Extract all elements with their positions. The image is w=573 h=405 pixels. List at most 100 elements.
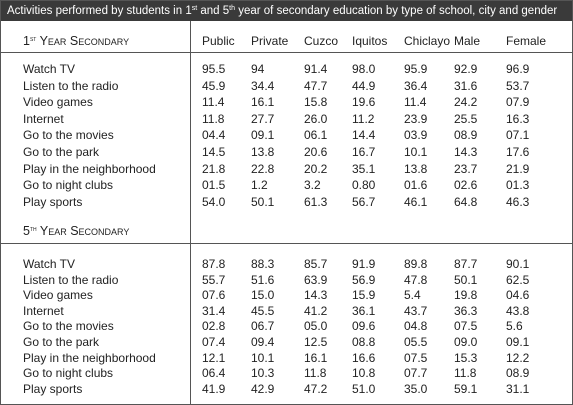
cell: 91.4 (304, 62, 328, 76)
cell: 42.9 (251, 381, 275, 396)
cell: 11.2 (352, 111, 375, 126)
cell: 46.1 (404, 194, 428, 209)
cell: 94 (251, 62, 265, 76)
cell: 47.2 (304, 381, 328, 396)
row-label: Internet (23, 303, 64, 318)
row-label: Watch TV (23, 257, 76, 271)
cell: 47.8 (404, 272, 428, 287)
cell: 11.8 (304, 366, 327, 381)
cell: 56.9 (352, 272, 376, 287)
row-label: Go to the park (23, 335, 100, 349)
cell: 56.7 (352, 194, 376, 209)
text: and 5 (197, 5, 230, 17)
cell: 43.7 (404, 303, 428, 318)
cell: 55.7 (202, 272, 226, 287)
cell: 02.6 (454, 178, 478, 193)
cell: 12.2 (506, 350, 530, 365)
text: Year Secondary (36, 34, 130, 48)
cell: 08.9 (506, 366, 530, 381)
cell: 10.1 (251, 350, 275, 365)
cell: 96.9 (506, 62, 530, 76)
row-label: Listen to the radio (23, 272, 119, 287)
cell: 07.1 (506, 128, 530, 143)
cell: 07.6 (202, 288, 226, 303)
cell: 23.9 (404, 111, 428, 126)
row-label: Internet (23, 111, 64, 126)
cell: 14.3 (454, 145, 478, 159)
cell: 24.2 (454, 95, 478, 110)
cell: 09.1 (506, 335, 530, 349)
cell: 12.1 (202, 350, 226, 365)
cell: 31.6 (454, 78, 478, 93)
cell: 01.5 (202, 178, 226, 193)
cell: 07.5 (454, 319, 478, 334)
row-label: Go to the movies (23, 128, 114, 143)
column-header: Chiclayo (404, 34, 451, 48)
row-label: Video games (23, 288, 93, 303)
cell: 14.4 (352, 128, 376, 143)
cell: 54.0 (202, 194, 226, 209)
cell: 95.5 (202, 62, 226, 76)
header-rule (1, 52, 572, 53)
cell: 43.8 (506, 303, 530, 318)
cell: 41.2 (304, 303, 328, 318)
cell: 07.4 (202, 335, 226, 349)
cell: 09.0 (454, 335, 478, 349)
section-label: 1st Year Secondary (23, 34, 129, 48)
cell: 07.7 (404, 366, 428, 381)
cell: 20.2 (304, 161, 328, 176)
cell: 46.3 (506, 194, 530, 209)
cell: 35.0 (404, 381, 428, 396)
column-header: Female (506, 34, 547, 48)
cell: 87.8 (202, 257, 226, 271)
cell: 16.7 (352, 145, 376, 159)
cell: 50.1 (454, 272, 478, 287)
cell: 5.4 (404, 288, 421, 303)
cell: 92.9 (454, 62, 478, 76)
cell: 22.8 (251, 161, 275, 176)
column-header: Private (251, 34, 289, 48)
cell: 98.0 (352, 62, 376, 76)
cell: 45.9 (202, 78, 226, 93)
cell: 3.2 (304, 178, 321, 193)
cell: 02.8 (202, 319, 226, 334)
cell: 64.8 (454, 194, 478, 209)
column-header: Male (454, 34, 481, 48)
cell: 13.8 (404, 161, 428, 176)
superscript: th (29, 226, 37, 233)
cell: 23.7 (454, 161, 478, 176)
cell: 59.1 (454, 381, 478, 396)
cell: 45.5 (251, 303, 275, 318)
cell: 47.7 (304, 78, 328, 93)
cell: 12.5 (304, 335, 328, 349)
cell: 91.9 (352, 257, 376, 271)
cell: 25.5 (454, 111, 478, 126)
cell: 36.4 (404, 78, 428, 93)
cell: 10.1 (404, 145, 428, 159)
cell: 15.3 (454, 350, 478, 365)
text: Activities performed by students in 1 (7, 5, 192, 17)
cell: 04.6 (506, 288, 530, 303)
cell: 08.9 (454, 128, 478, 143)
superscript: st (29, 36, 37, 43)
cell: 35.1 (352, 161, 376, 176)
cell: 03.9 (404, 128, 428, 143)
section-label: 5th Year Secondary (23, 224, 129, 238)
column-header: Cuzco (304, 34, 339, 48)
row-label: Watch TV (23, 62, 76, 76)
cell: 13.8 (251, 145, 275, 159)
cell: 15.8 (304, 95, 328, 110)
cell: 04.8 (404, 319, 428, 334)
cell: 21.9 (506, 161, 530, 176)
cell: 51.6 (251, 272, 275, 287)
cell: 16.1 (304, 350, 328, 365)
cell: 07.9 (506, 95, 530, 110)
cell: 1.2 (251, 178, 268, 193)
cell: 14.3 (304, 288, 328, 303)
cell: 11.4 (404, 95, 427, 110)
text: year of secondary education by type of s… (235, 5, 558, 17)
cell: 10.8 (352, 366, 376, 381)
cell: 16.3 (506, 111, 530, 126)
cell: 31.4 (202, 303, 226, 318)
